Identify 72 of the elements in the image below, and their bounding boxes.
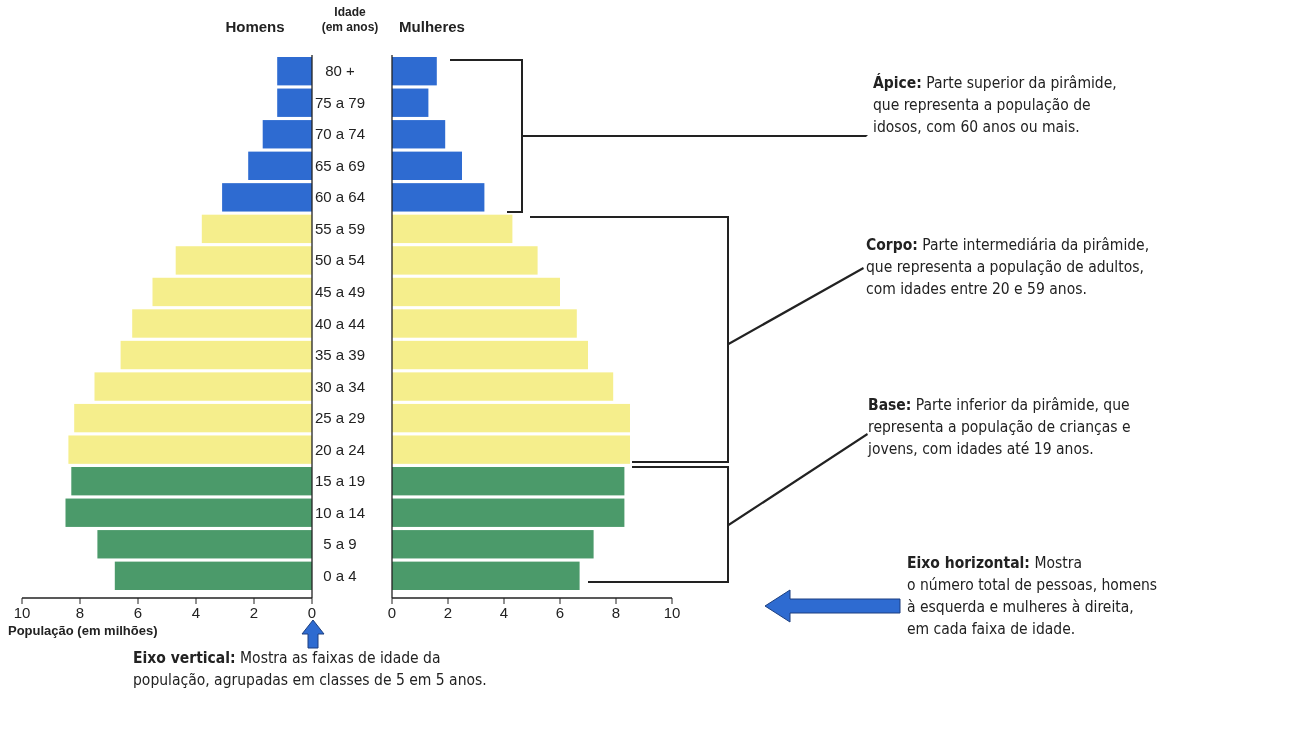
bar <box>222 183 312 212</box>
bar <box>248 151 312 180</box>
y-tick-label: 60 a 64 <box>314 188 366 206</box>
bar <box>392 309 577 338</box>
x-tick-label: 2 <box>443 604 453 621</box>
bar <box>94 372 312 401</box>
y-tick-label: 25 a 29 <box>314 409 366 427</box>
y-tick-label: 15 a 19 <box>314 472 366 490</box>
bar <box>277 57 312 86</box>
bar <box>152 277 312 307</box>
y-tick-label: 75 a 79 <box>314 93 366 111</box>
bar <box>132 309 312 338</box>
x-axis-title: População (em milhões) <box>8 623 158 638</box>
x-tick-label: 0 <box>307 604 317 621</box>
bar <box>392 183 485 212</box>
bar <box>392 372 614 401</box>
x-tick-label: 6 <box>555 604 565 621</box>
x-tick-label: 0 <box>387 604 397 621</box>
bar <box>114 561 312 590</box>
y-tick-label: 20 a 24 <box>314 440 366 458</box>
chart-title: Homens <box>225 18 285 35</box>
text: Ápice: Parte superior da pirâmide, que representa a população de idosos, com 60 anos ou mais. <box>873 73 1117 136</box>
x-tick-label: 10 <box>663 604 681 621</box>
bar <box>392 151 462 180</box>
text: Eixo vertical: Mostra as faixas de idade da população, agrupadas em classes de 5 em 5 anos. <box>133 649 487 689</box>
bar <box>392 498 625 527</box>
chart-title: Mulheres <box>399 18 465 35</box>
bar <box>74 403 312 433</box>
y-tick-label: 35 a 39 <box>314 346 366 364</box>
bar <box>392 340 588 370</box>
bar <box>277 88 312 117</box>
y-tick-label: 70 a 74 <box>314 125 366 143</box>
bar <box>392 277 560 307</box>
x-tick-label: 4 <box>191 604 201 621</box>
bar <box>175 246 312 275</box>
y-tick-label: 40 a 44 <box>314 314 366 332</box>
y-tick-label: 5 a 9 <box>323 535 357 553</box>
bar <box>392 403 630 433</box>
bar <box>392 530 594 559</box>
text: Base: Parte inferior da pirâmide, que representa a população de crianças e jovens, com idades até 19 anos. <box>867 396 1131 458</box>
bar <box>262 120 312 149</box>
bar <box>120 340 312 370</box>
bar <box>65 498 312 527</box>
y-tick-label: 65 a 69 <box>314 156 366 174</box>
y-tick-label: 45 a 49 <box>314 282 366 300</box>
bar <box>71 467 312 496</box>
bar <box>392 88 429 117</box>
x-tick-label: 4 <box>499 604 509 621</box>
y-tick-label: 50 a 54 <box>314 251 366 269</box>
x-tick-label: 2 <box>249 604 259 621</box>
bar <box>392 120 446 149</box>
bar <box>392 561 580 590</box>
y-tick-label: 55 a 59 <box>314 219 366 237</box>
bar <box>392 246 538 275</box>
bar <box>68 435 312 464</box>
text: Eixo horizontal: Mostra o número total de pessoas, homens à esquerda e mulheres à direita, em cada faixa de idade. <box>907 554 1158 638</box>
y-axis-title: Idade (em anos) <box>321 5 379 34</box>
bar <box>392 467 625 496</box>
y-tick-label: 0 a 4 <box>323 566 357 584</box>
x-tick-label: 8 <box>611 604 621 621</box>
bar <box>392 435 630 464</box>
y-tick-label: 10 a 14 <box>314 503 366 521</box>
bar <box>392 57 437 86</box>
bar <box>392 214 513 244</box>
y-tick-label: 30 a 34 <box>314 377 366 395</box>
x-tick-label: 10 <box>13 604 31 621</box>
y-tick-label: 80 + <box>325 62 356 80</box>
x-tick-label: 8 <box>75 604 85 621</box>
bar <box>97 530 312 559</box>
x-tick-label: 6 <box>133 604 143 621</box>
bar <box>201 214 312 244</box>
text: Corpo: Parte intermediária da pirâmide, que representa a população de adultos, com idades entre 20 e 59 anos. <box>866 236 1150 298</box>
